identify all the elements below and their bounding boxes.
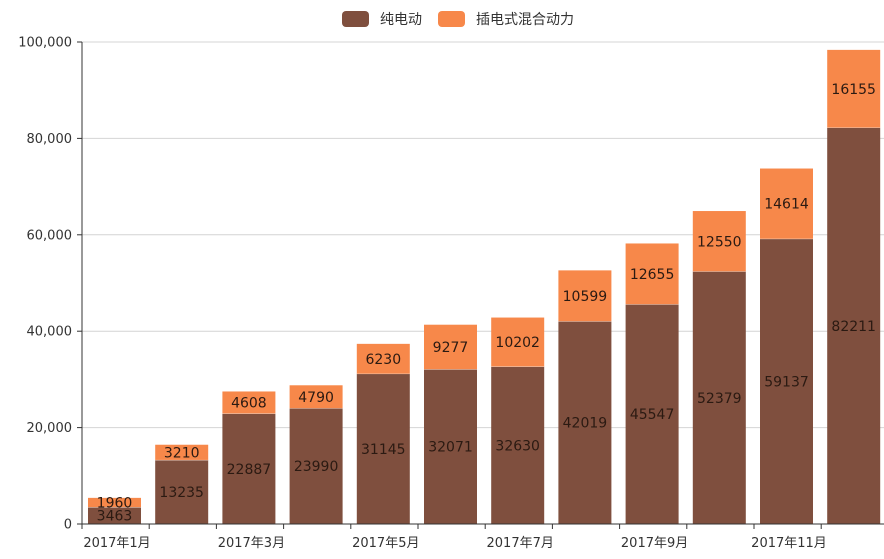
x-tick-label: 2017年3月	[218, 536, 285, 551]
data-label-pure-electric: 31145	[361, 442, 406, 458]
legend-label: 纯电动	[380, 12, 422, 28]
data-label-plugin-hybrid: 10202	[495, 335, 540, 351]
bar-pure-electric[interactable]	[491, 366, 545, 524]
x-tick-label: 2017年1月	[83, 536, 150, 551]
bar-plugin-hybrid[interactable]	[222, 391, 276, 414]
bar-pure-electric[interactable]	[155, 460, 209, 524]
x-tick-label: 2017年11月	[751, 536, 827, 551]
data-label-pure-electric: 22887	[227, 462, 272, 478]
x-tick-label: 2017年9月	[621, 536, 688, 551]
bar-pure-electric[interactable]	[88, 507, 141, 524]
y-tick-label: 60,000	[27, 228, 73, 243]
legend-swatch	[342, 11, 369, 27]
data-label-plugin-hybrid: 4608	[231, 396, 267, 412]
bar-plugin-hybrid[interactable]	[155, 444, 209, 461]
y-tick-label: 100,000	[18, 36, 72, 51]
x-tick-label: 2017年5月	[352, 536, 419, 551]
data-label-pure-electric: 82211	[831, 319, 876, 335]
legend-label: 插电式混合动力	[476, 12, 574, 28]
y-axis: 0 20,000 40,000 60,000 80,000 100,000	[18, 36, 83, 533]
bar-plugin-hybrid[interactable]	[424, 324, 477, 370]
bar-pure-electric[interactable]	[356, 373, 410, 524]
x-axis: 2017年1月 2017年3月 2017年5月 2017年7月 2017年9月 2017年…	[81, 523, 884, 551]
grid-lines	[82, 41, 884, 429]
data-label-pure-electric: 42019	[563, 416, 608, 432]
data-label-pure-electric: 59137	[764, 374, 809, 390]
data-label-pure-electric: 32630	[495, 438, 540, 454]
data-label-pure-electric: 32071	[428, 440, 473, 456]
y-tick-label: 20,000	[27, 421, 73, 436]
y-tick-label: 0	[64, 518, 72, 533]
bar-plugin-hybrid[interactable]	[491, 317, 545, 367]
bar-pure-electric[interactable]	[692, 271, 746, 524]
bar-pure-electric[interactable]	[558, 321, 612, 524]
data-label-pure-electric: 3463	[97, 509, 133, 525]
data-label-plugin-hybrid: 1960	[97, 496, 133, 512]
bar-plugin-hybrid[interactable]	[760, 168, 813, 239]
bar-pure-electric[interactable]	[424, 369, 477, 524]
bar-pure-electric[interactable]	[625, 304, 679, 524]
legend-item-pure-electric[interactable]: 纯电动	[342, 11, 422, 28]
legend-item-plugin-hybrid[interactable]: 插电式混合动力	[438, 11, 574, 28]
bar-plugin-hybrid[interactable]	[827, 49, 881, 128]
bar-plugin-hybrid[interactable]	[356, 343, 410, 374]
x-tick-label: 2017年7月	[487, 536, 554, 551]
data-label-pure-electric: 13235	[159, 485, 204, 501]
data-label-plugin-hybrid: 6230	[365, 352, 401, 368]
data-label-plugin-hybrid: 12550	[697, 234, 742, 250]
bar-plugin-hybrid[interactable]	[692, 211, 746, 272]
y-tick-label: 40,000	[27, 325, 73, 340]
data-label-plugin-hybrid: 3210	[164, 445, 200, 461]
bar-pure-electric[interactable]	[222, 413, 276, 524]
bar-pure-electric[interactable]	[760, 238, 813, 524]
bar-plugin-hybrid[interactable]	[558, 270, 612, 322]
data-label-plugin-hybrid: 9277	[433, 340, 469, 356]
data-label-plugin-hybrid: 10599	[563, 289, 608, 305]
bar-plugin-hybrid[interactable]	[625, 243, 679, 305]
data-label-plugin-hybrid: 4790	[298, 390, 334, 406]
bar-plugin-hybrid[interactable]	[289, 385, 343, 409]
bar-plugin-hybrid[interactable]	[88, 497, 141, 508]
data-label-pure-electric: 23990	[294, 459, 339, 475]
y-tick-label: 80,000	[27, 132, 73, 147]
data-label-pure-electric: 52379	[697, 391, 742, 407]
legend-swatch	[438, 11, 465, 27]
legend[interactable]: 纯电动 插电式混合动力	[342, 11, 574, 28]
bar-pure-electric[interactable]	[289, 408, 343, 524]
data-label-pure-electric: 45547	[630, 407, 675, 423]
data-label-plugin-hybrid: 12655	[630, 267, 675, 283]
data-label-plugin-hybrid: 16155	[831, 82, 876, 98]
data-label-plugin-hybrid: 14614	[764, 197, 809, 213]
bars	[88, 49, 881, 524]
bar-pure-electric[interactable]	[827, 127, 881, 524]
